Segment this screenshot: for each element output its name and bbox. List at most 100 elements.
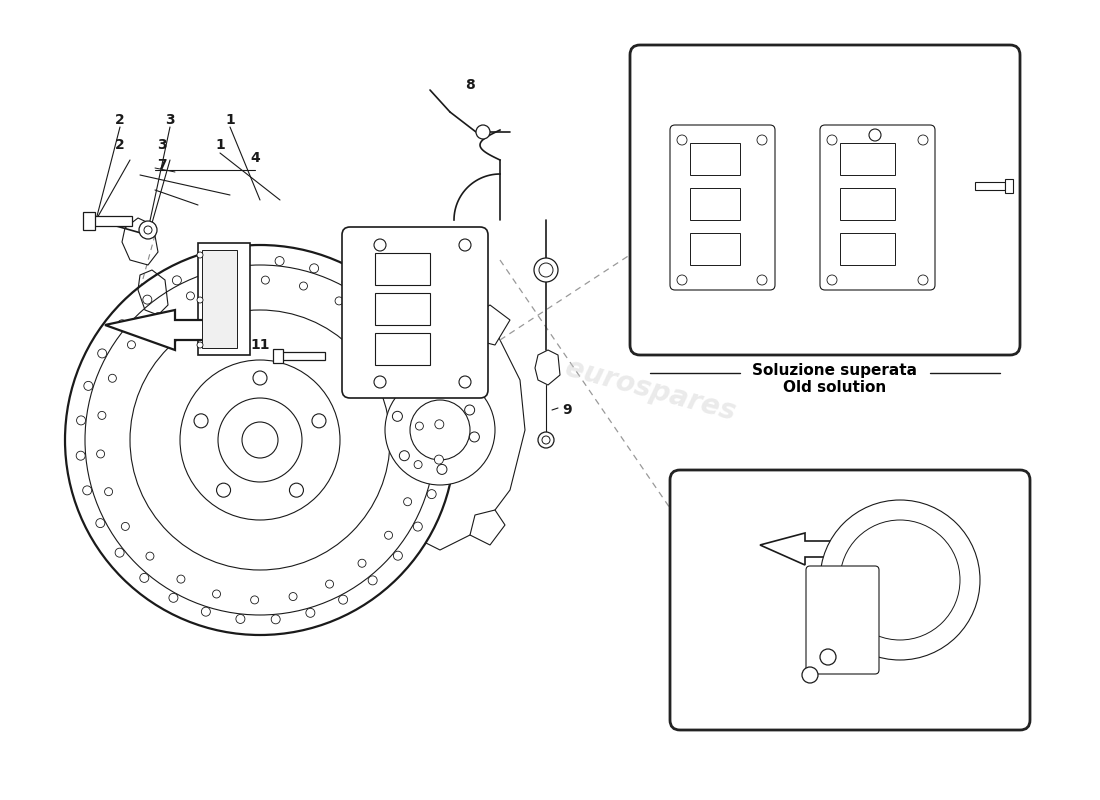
Circle shape [757, 275, 767, 285]
Circle shape [371, 298, 381, 306]
Bar [280, 352, 324, 360]
Bar [90, 216, 132, 226]
Text: 1: 1 [216, 138, 224, 152]
Circle shape [414, 522, 422, 531]
Circle shape [275, 257, 284, 266]
Circle shape [802, 667, 818, 683]
Circle shape [186, 292, 195, 300]
Circle shape [76, 451, 85, 460]
Circle shape [428, 385, 438, 394]
Circle shape [459, 376, 471, 388]
FancyBboxPatch shape [820, 125, 935, 290]
Circle shape [262, 276, 270, 284]
Bar [375, 333, 430, 365]
Circle shape [212, 590, 220, 598]
Circle shape [98, 411, 106, 419]
Circle shape [197, 297, 204, 303]
Polygon shape [379, 310, 525, 550]
Circle shape [918, 275, 928, 285]
Bar [375, 253, 430, 285]
Text: 8: 8 [465, 78, 475, 92]
Circle shape [459, 239, 471, 251]
Text: eurospares: eurospares [562, 354, 738, 426]
Circle shape [289, 483, 304, 497]
Bar [840, 143, 895, 175]
Circle shape [434, 455, 443, 464]
Circle shape [434, 420, 443, 429]
Circle shape [424, 386, 433, 396]
Circle shape [109, 374, 117, 382]
Circle shape [676, 135, 688, 145]
Bar [273, 349, 283, 363]
Circle shape [84, 382, 92, 390]
Polygon shape [535, 350, 560, 385]
Circle shape [437, 464, 447, 474]
Circle shape [217, 483, 231, 497]
Circle shape [312, 414, 326, 428]
Circle shape [144, 226, 152, 234]
Circle shape [539, 263, 553, 277]
Bar [840, 188, 895, 220]
Circle shape [542, 436, 550, 444]
Text: 4: 4 [250, 151, 260, 165]
Circle shape [368, 576, 377, 585]
Text: 6: 6 [845, 303, 855, 317]
Text: 9: 9 [562, 403, 572, 417]
Circle shape [358, 559, 366, 567]
Circle shape [235, 614, 245, 623]
Circle shape [757, 135, 767, 145]
Text: 7: 7 [157, 158, 167, 172]
Bar [690, 143, 740, 175]
Circle shape [205, 262, 214, 272]
Circle shape [116, 548, 124, 557]
Circle shape [396, 323, 405, 332]
Circle shape [416, 422, 424, 430]
Circle shape [306, 608, 315, 618]
Circle shape [97, 450, 104, 458]
Circle shape [128, 341, 135, 349]
Circle shape [121, 522, 130, 530]
Circle shape [118, 320, 127, 329]
Bar [202, 250, 236, 348]
Circle shape [470, 432, 480, 442]
Circle shape [197, 252, 204, 258]
Circle shape [194, 414, 208, 428]
Circle shape [272, 615, 280, 624]
Bar [690, 188, 740, 220]
Circle shape [289, 593, 297, 601]
Circle shape [154, 313, 162, 321]
FancyBboxPatch shape [342, 227, 488, 398]
Circle shape [146, 552, 154, 560]
Circle shape [404, 498, 411, 506]
Text: 2: 2 [116, 113, 125, 127]
Circle shape [374, 376, 386, 388]
Circle shape [827, 135, 837, 145]
Circle shape [177, 575, 185, 583]
Circle shape [840, 520, 960, 640]
Bar [1005, 179, 1013, 193]
Polygon shape [104, 310, 205, 350]
Circle shape [393, 411, 403, 422]
Circle shape [326, 580, 333, 588]
Circle shape [339, 595, 348, 604]
Bar [975, 182, 1005, 190]
Text: eurospares: eurospares [782, 164, 958, 236]
Circle shape [918, 135, 928, 145]
Text: 1: 1 [226, 113, 235, 127]
Bar [375, 293, 430, 325]
Circle shape [253, 371, 267, 385]
Circle shape [77, 416, 86, 425]
Circle shape [399, 450, 409, 461]
Circle shape [336, 297, 343, 305]
Polygon shape [470, 510, 505, 545]
FancyBboxPatch shape [630, 45, 1020, 355]
Circle shape [820, 500, 980, 660]
Text: 3: 3 [165, 113, 175, 127]
Circle shape [143, 295, 152, 304]
Circle shape [415, 352, 425, 362]
Circle shape [385, 531, 393, 539]
Polygon shape [465, 305, 510, 345]
Circle shape [366, 320, 374, 328]
Circle shape [299, 282, 308, 290]
FancyBboxPatch shape [670, 470, 1030, 730]
